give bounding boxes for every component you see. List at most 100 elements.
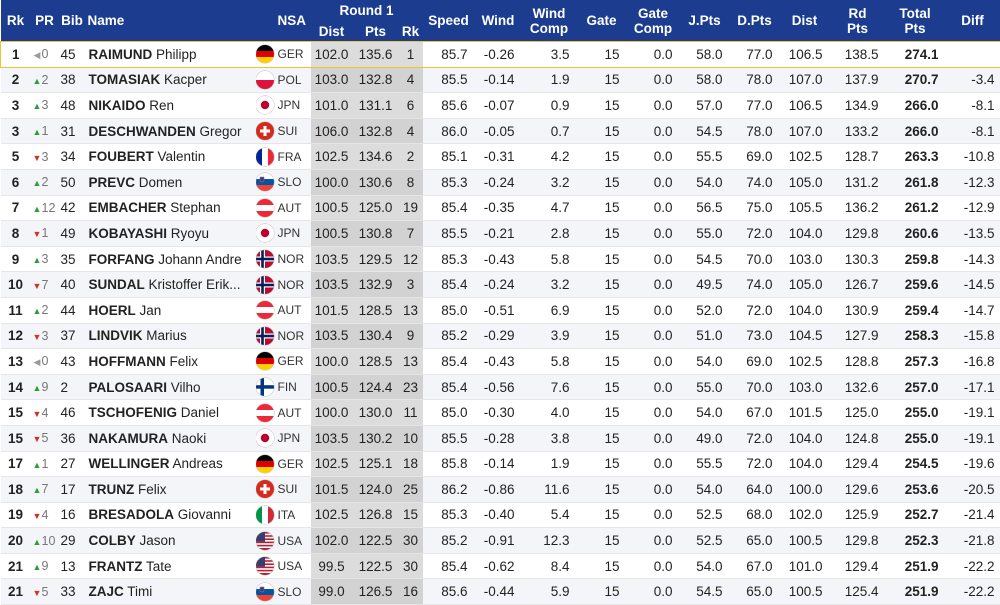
nsa-cell: AUT <box>256 400 311 426</box>
athlete-name[interactable]: HOERL Jan <box>86 297 256 323</box>
athlete-name[interactable]: PALOSAARI Vilho <box>86 374 256 400</box>
rank-cell: 5 <box>1 144 31 170</box>
total-pts-cell: 253.6 <box>886 477 945 503</box>
athlete-name[interactable]: NIKAIDO Ren <box>86 93 256 119</box>
athlete-name[interactable]: TRUNZ Felix <box>86 477 256 503</box>
athlete-name[interactable]: HOFFMANN Felix <box>86 349 256 375</box>
wind-comp-cell: 11.6 <box>522 477 577 503</box>
gate-comp-cell: 0.0 <box>627 246 680 272</box>
gate-cell: 15 <box>577 195 627 221</box>
athlete-name[interactable]: LINDVIK Marius <box>86 323 256 349</box>
dist-cell: 104.0 <box>780 221 830 247</box>
header-name[interactable]: Name <box>86 0 256 42</box>
header-total-pts-line2: Pts <box>904 21 925 36</box>
speed-cell: 85.4 <box>423 349 475 375</box>
athlete-name[interactable]: ZAJC Timi <box>86 579 256 605</box>
header-round1-rk[interactable]: Rk <box>399 21 423 42</box>
up-arrow-icon: ▲ <box>33 460 42 470</box>
prev-rank-change: 3 <box>42 98 49 112</box>
athlete-name[interactable]: WELLINGER Andreas <box>86 451 256 477</box>
athlete-name[interactable]: EMBACHER Stephan <box>86 195 256 221</box>
up-arrow-icon: ▲ <box>33 127 42 137</box>
wind-comp-cell: 12.3 <box>522 528 577 554</box>
athlete-name[interactable]: DESCHWANDEN Gregor <box>86 118 256 144</box>
speed-cell: 85.4 <box>423 272 475 298</box>
athlete-name[interactable]: NAKAMURA Naoki <box>86 425 256 451</box>
last-name: TOMASIAK <box>89 72 161 87</box>
nsa-code: AUT <box>278 201 302 215</box>
header-jpts[interactable]: J.Pts <box>680 0 730 42</box>
total-pts-cell: 252.3 <box>886 528 945 554</box>
header-dpts[interactable]: D.Pts <box>730 0 780 42</box>
header-diff[interactable]: Diff <box>945 0 1000 42</box>
total-pts-cell: 255.0 <box>886 425 945 451</box>
last-name: EMBACHER <box>89 200 167 215</box>
wind-comp-cell: 2.8 <box>522 221 577 247</box>
first-name: Timi <box>127 584 152 599</box>
athlete-name[interactable]: KOBAYASHI Ryoyu <box>86 221 256 247</box>
athlete-name[interactable]: TSCHOFENIG Daniel <box>86 400 256 426</box>
athlete-name[interactable]: FOUBERT Valentin <box>86 144 256 170</box>
header-round1-pts[interactable]: Pts <box>353 21 399 42</box>
jpts-cell: 55.5 <box>680 144 730 170</box>
round1-dist: 101.0 <box>311 93 353 119</box>
athlete-name[interactable]: SUNDAL Kristoffer Erik... <box>86 272 256 298</box>
speed-cell: 85.6 <box>423 579 475 605</box>
athlete-name[interactable]: RAIMUND Philipp <box>86 42 256 68</box>
header-pr[interactable]: PR <box>31 0 59 42</box>
header-rk[interactable]: Rk <box>1 0 31 42</box>
round1-dist: 102.5 <box>311 502 353 528</box>
nsa-code: USA <box>278 559 303 573</box>
header-wind[interactable]: Wind <box>475 0 522 42</box>
header-gate[interactable]: Gate <box>577 0 627 42</box>
nor-flag-icon <box>256 276 274 294</box>
athlete-name[interactable]: TOMASIAK Kacper <box>86 67 256 93</box>
athlete-name[interactable]: BRESADOLA Giovanni <box>86 502 256 528</box>
jpts-cell: 49.5 <box>680 272 730 298</box>
athlete-name[interactable]: PREVC Domen <box>86 169 256 195</box>
down-arrow-icon: ▼ <box>33 409 42 419</box>
round1-rank: 2 <box>399 144 423 170</box>
prev-rank-change: 0 <box>42 47 49 61</box>
header-nsa[interactable]: NSA <box>256 0 311 42</box>
rd-pts-cell: 125.9 <box>830 502 886 528</box>
header-dist[interactable]: Dist <box>780 0 830 42</box>
athlete-name[interactable]: FRANTZ Tate <box>86 553 256 579</box>
header-round1-dist[interactable]: Dist <box>311 21 353 42</box>
bib-cell: 34 <box>59 144 86 170</box>
header-bib[interactable]: Bib <box>59 0 86 42</box>
athlete-name[interactable]: FORFANG Johann Andre <box>86 246 256 272</box>
bib-cell: 27 <box>59 451 86 477</box>
header-speed[interactable]: Speed <box>423 0 475 42</box>
athlete-name[interactable]: COLBY Jason <box>86 528 256 554</box>
round1-pts: 126.8 <box>353 502 399 528</box>
gate-cell: 15 <box>577 272 627 298</box>
dist-cell: 104.0 <box>780 425 830 451</box>
